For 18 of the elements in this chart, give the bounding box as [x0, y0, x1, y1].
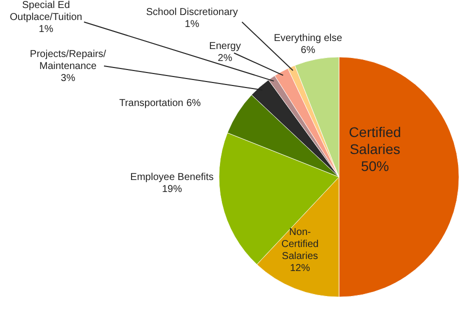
slice-label: Non-Certified Salaries [281, 226, 319, 262]
data-label: 6% [186, 98, 201, 109]
slice-label: Everything else [274, 32, 343, 44]
data-label: 12% [290, 262, 310, 274]
slice-label: Transportation [119, 98, 184, 109]
data-label: 19% [162, 184, 182, 195]
data-label: 1% [184, 18, 200, 30]
data-label: 6% [300, 44, 316, 56]
data-label: 2% [218, 52, 232, 64]
slice-label: Energy [209, 40, 241, 52]
data-label: 1% [38, 24, 54, 35]
slice-label: Employee Benefits [130, 172, 214, 183]
slice-label: Projects/Repairs/Maintenance [30, 48, 106, 72]
data-label: 3% [60, 72, 76, 84]
data-label: 50% [360, 158, 390, 174]
slice-label: Special Ed Outplace/Tuition [10, 0, 82, 23]
slice-label: School Discretionary [146, 6, 238, 18]
slice-label: Certified Salaries [348, 124, 402, 157]
